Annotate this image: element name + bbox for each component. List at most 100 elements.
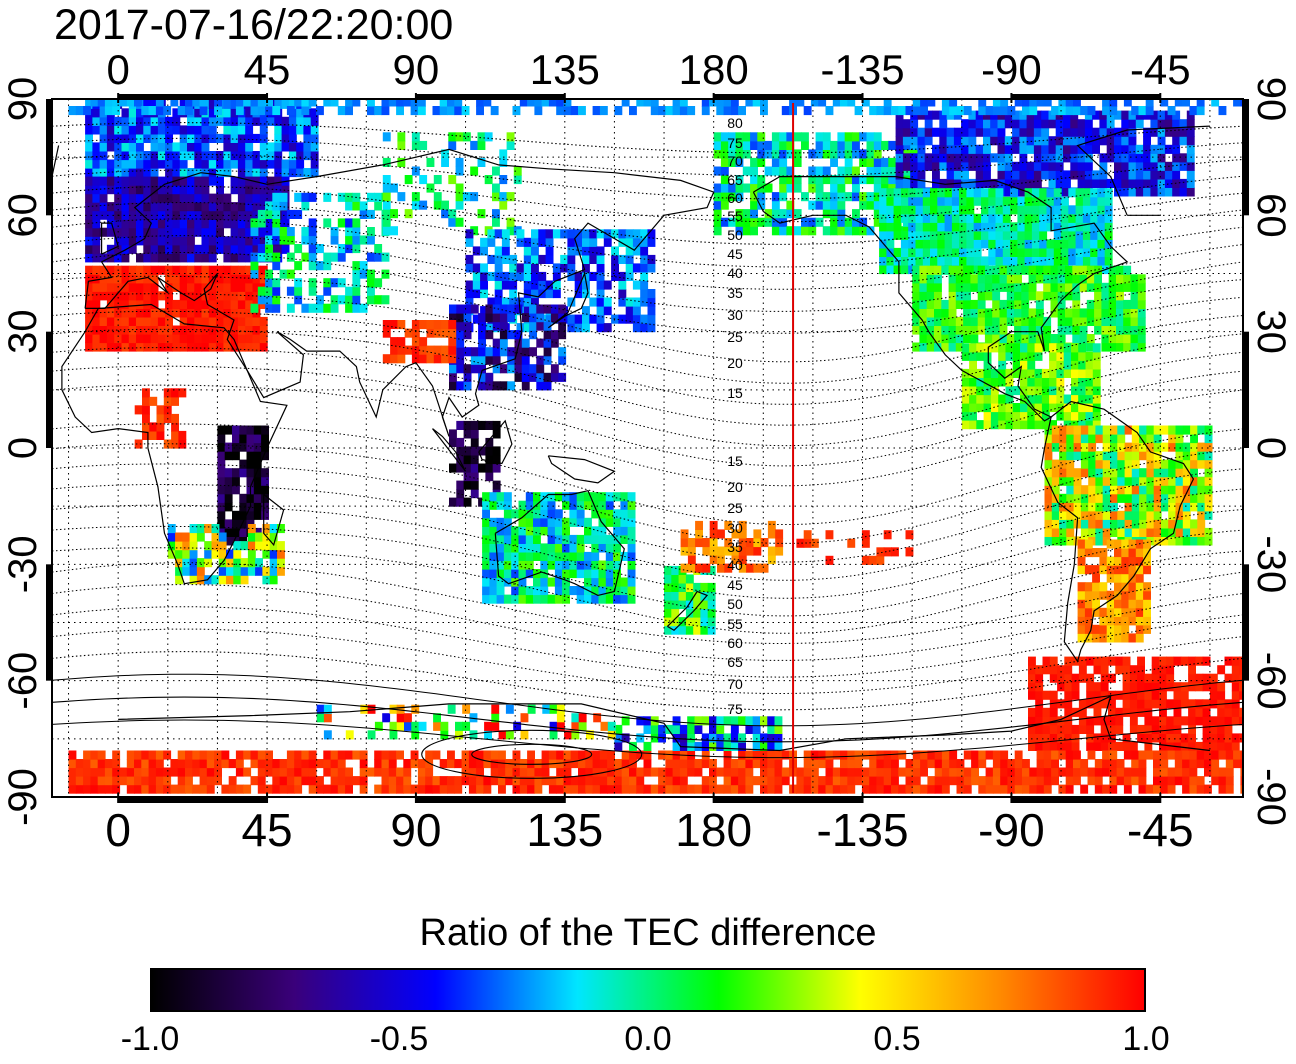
tec-cell	[1095, 425, 1104, 435]
tec-cell	[1078, 351, 1087, 361]
tec-cell	[478, 381, 486, 391]
tec-cell	[1239, 707, 1243, 717]
tec-cell	[1123, 299, 1132, 309]
tec-cell	[177, 784, 186, 794]
tec-cell	[701, 99, 710, 107]
tec-cell	[687, 106, 696, 116]
tec-cell	[1036, 767, 1045, 777]
tec-cell	[143, 219, 152, 229]
tec-cell	[237, 227, 246, 237]
tec-cell	[1033, 170, 1042, 180]
tec-cell	[410, 750, 419, 760]
tec-cell	[948, 316, 957, 326]
tec-cell	[930, 239, 938, 249]
tec-cell	[589, 246, 598, 256]
tec-cell	[1017, 230, 1026, 240]
tec-cell	[735, 140, 744, 150]
tec-cell	[359, 235, 368, 245]
tec-cell	[900, 196, 909, 206]
tec-cell	[554, 551, 563, 561]
tec-cell	[1123, 334, 1132, 344]
tec-cell	[915, 213, 924, 223]
tec-cell	[1078, 386, 1087, 396]
tec-cell	[576, 594, 585, 604]
tec-cell	[230, 316, 239, 326]
tec-cell	[1031, 239, 1040, 249]
tec-cell	[723, 106, 732, 116]
tec-cell	[121, 282, 130, 292]
tec-cell	[917, 127, 926, 137]
tec-cell	[614, 759, 623, 769]
tec-cell	[456, 364, 465, 374]
tec-cell	[730, 784, 739, 794]
tec-cell	[796, 776, 805, 786]
tec-cell	[908, 256, 917, 266]
tec-cell	[194, 291, 203, 301]
tec-cell	[496, 492, 505, 502]
tec-cell	[1002, 222, 1011, 232]
tec-cell	[786, 183, 795, 193]
tec-cell	[1055, 170, 1064, 180]
tec-cell	[449, 437, 457, 447]
tec-cell	[1102, 527, 1111, 537]
tec-cell	[1139, 425, 1147, 435]
tec-cell	[182, 541, 191, 551]
tec-cell	[596, 263, 605, 273]
tec-cell	[949, 759, 958, 769]
tec-cell	[1190, 527, 1198, 537]
tec-cell	[99, 168, 108, 178]
tec-cell	[1150, 170, 1159, 180]
tec-cell	[527, 704, 536, 714]
tec-cell	[274, 99, 283, 109]
tec-cell	[961, 153, 969, 163]
tec-cell	[1066, 425, 1075, 435]
tec-cell	[1188, 665, 1196, 675]
tec-cell	[448, 328, 457, 338]
tec-cell	[308, 192, 317, 202]
tec-cell	[143, 168, 152, 178]
tec-cell	[345, 303, 353, 313]
tec-cell	[1122, 656, 1131, 666]
tec-cell	[194, 244, 203, 254]
tec-cell	[1100, 673, 1109, 683]
tec-cell	[523, 246, 532, 256]
tec-cell	[859, 132, 868, 142]
tec-cell	[390, 345, 398, 355]
tec-cell	[1066, 536, 1075, 546]
tec-cell	[157, 316, 166, 326]
tec-cell	[1012, 368, 1021, 378]
tec-cell	[786, 132, 795, 142]
tec-cell	[752, 741, 761, 751]
tec-cell	[1168, 493, 1177, 503]
tec-cell	[1092, 368, 1101, 378]
tec-cell	[499, 338, 508, 348]
tec-cell	[68, 776, 77, 786]
tec-cell	[774, 759, 783, 769]
tec-cell	[999, 316, 1008, 326]
tec-cell	[1000, 767, 1009, 777]
tec-cell	[83, 767, 91, 777]
tec-cell	[540, 543, 549, 553]
tec-cell	[932, 127, 940, 137]
tec-cell	[223, 193, 232, 203]
tec-cell	[265, 750, 273, 760]
tec-cell	[779, 192, 788, 202]
tec-cell	[1159, 665, 1167, 675]
tec-cell	[1138, 750, 1147, 760]
tec-cell	[570, 759, 579, 769]
tec-cell	[767, 750, 776, 760]
tec-cell	[968, 144, 977, 154]
tec-cell	[919, 308, 928, 318]
tec-cell	[121, 193, 130, 203]
tec-cell	[1075, 239, 1084, 249]
tec-cell	[1143, 153, 1151, 163]
tec-cell	[876, 547, 885, 557]
tec-cell	[563, 106, 572, 116]
tec-cell	[678, 574, 687, 584]
tec-cell	[1084, 153, 1093, 163]
tec-cell	[492, 217, 500, 227]
tec-cell	[1053, 222, 1062, 232]
tec-cell	[552, 289, 561, 299]
tec-cell	[410, 759, 419, 769]
tec-cell	[286, 209, 295, 219]
